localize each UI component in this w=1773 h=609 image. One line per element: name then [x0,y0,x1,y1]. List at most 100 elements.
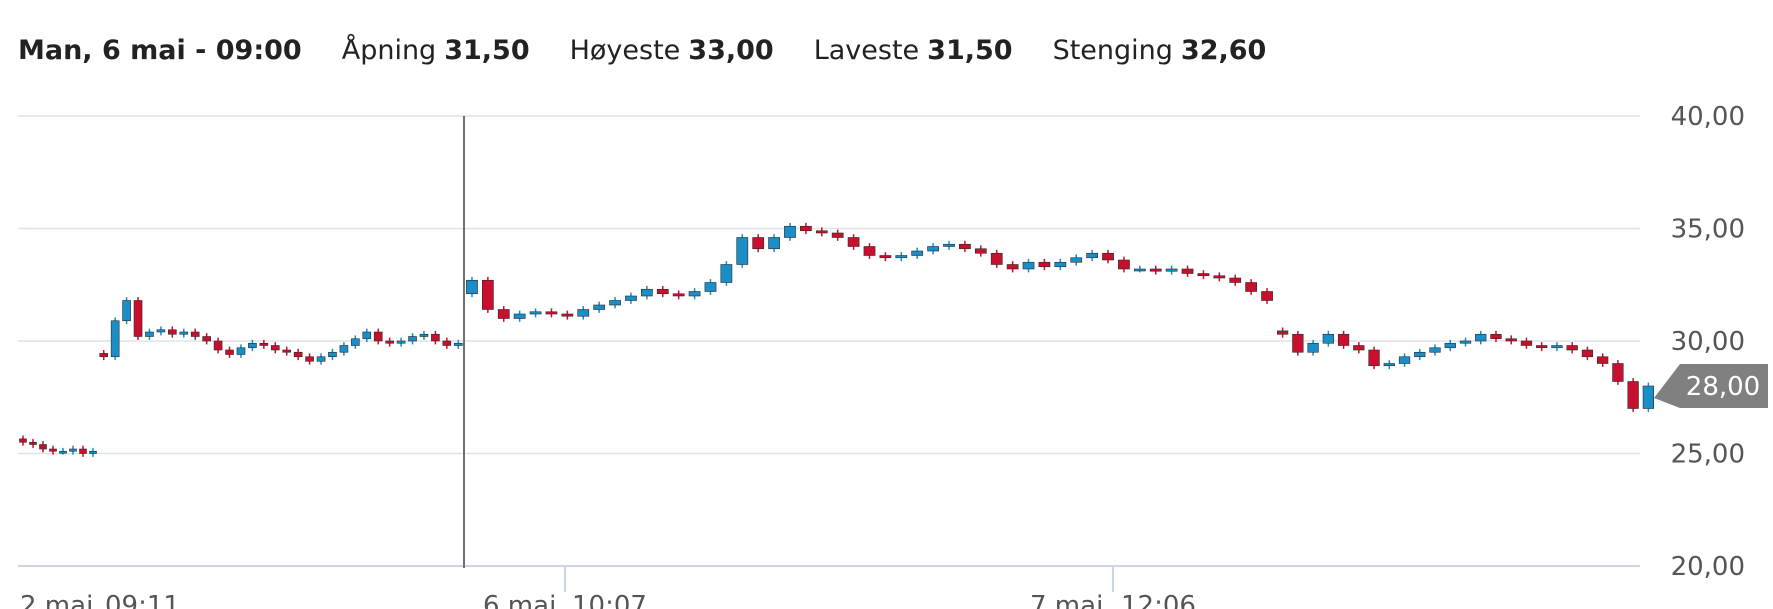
candle [419,333,429,337]
candle [259,342,269,346]
candle [1642,385,1655,409]
candle [1086,252,1098,259]
candle [316,356,326,362]
x-tick-label: 10:07 [572,591,647,609]
candle [672,293,685,297]
candle [305,356,314,362]
open-label: Åpning [341,34,437,66]
candle [225,349,234,355]
candle [1245,282,1258,292]
close-value: 32,60 [1180,34,1267,66]
candle [351,338,360,346]
candle [1520,340,1533,346]
candle [800,225,812,232]
candle [431,333,440,342]
candle [1368,349,1380,367]
candle [442,340,452,346]
candle [19,438,27,443]
candle [69,448,77,452]
candle [408,336,417,342]
candle [1429,347,1441,353]
candle [1292,333,1304,353]
candle [1070,257,1083,263]
candle [768,237,780,250]
candle [879,255,892,259]
candle [831,232,844,238]
candle [577,309,590,317]
candle [1444,342,1456,349]
candle [1612,363,1624,382]
candle [396,340,406,344]
candle [736,237,749,265]
candle [1276,330,1289,335]
open-stat: Åpning 31,50 [342,35,530,66]
candle [1581,349,1594,358]
candle [959,243,971,250]
candle [609,300,621,306]
candle [79,448,87,454]
candle [1475,333,1487,342]
last-price-tag [1654,364,1768,408]
candle [1102,252,1114,261]
candle [1133,268,1146,272]
x-tick-label: 7 mai [1030,591,1103,609]
candle [529,311,542,315]
candle [1229,277,1242,283]
candle [752,237,765,250]
candle [1307,342,1319,353]
candle [1597,356,1609,364]
candle [145,331,154,337]
candle [1149,268,1162,272]
candle [99,353,109,358]
candle [453,342,463,346]
candle [1022,261,1035,270]
close-stat: Stenging 32,60 [1053,35,1267,66]
candle [815,230,828,234]
candle-series [19,222,1655,457]
candle [974,248,987,254]
low-value: 31,50 [927,34,1013,66]
candle [497,309,510,319]
candle [49,448,57,452]
candle [847,237,860,247]
candle [1181,268,1194,274]
candle [625,295,637,301]
candle [481,279,494,310]
candle [593,304,606,310]
candle [1337,333,1350,346]
quote-summary: Man, 6 mai - 09:00 Åpning 31,50 Høyeste 33… [18,30,1306,70]
candle [1261,291,1273,301]
high-value: 33,00 [688,34,774,66]
candle [1398,356,1411,364]
candle [1322,333,1334,344]
candle [213,340,223,351]
candle [1197,273,1210,277]
candle [1551,345,1563,349]
y-tick-label: 25,00 [1671,440,1745,470]
candle [385,340,394,344]
low-label: Laveste [813,34,920,66]
y-axis: 40,00 35,00 30,00 25,00 20,00 [1671,102,1745,582]
candle [59,450,67,454]
x-tick-label: 6 mai [483,591,556,609]
candle [1165,268,1178,272]
candle [513,313,526,319]
x-tick-label: 2 mai [20,591,93,609]
candle [362,331,372,340]
candle [545,311,558,315]
candle [688,291,701,297]
candle [282,349,292,353]
candle [373,331,383,342]
candle [1054,261,1067,268]
x-tick-label: 09:11 [105,591,180,609]
y-tick-label: 35,00 [1671,215,1745,245]
candle [911,250,924,256]
selected-period-title: Man, 6 mai - 09:00 [18,34,302,66]
candle [1353,345,1365,351]
last-price-marker: 28,00 [1654,364,1768,408]
candle [943,243,955,247]
candle [179,331,189,335]
candle [1213,275,1226,279]
candle [39,444,47,450]
